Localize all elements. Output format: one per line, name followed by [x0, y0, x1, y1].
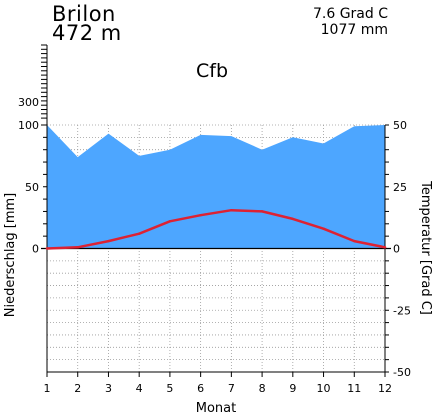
temperature-point — [322, 227, 325, 230]
x-tick-label: 9 — [289, 382, 296, 395]
temperature-point — [353, 239, 356, 243]
x-tick-label: 6 — [197, 382, 204, 395]
axes — [41, 44, 391, 377]
temperature-series — [45, 208, 387, 250]
left-tick-label: 50 — [25, 181, 39, 194]
station-name: Brilon — [52, 2, 116, 26]
mean-temperature: 7.6 Grad C — [312, 6, 388, 22]
right-axis-label: Temperatur [Grad C] — [418, 180, 433, 315]
x-tick-label: 7 — [228, 382, 235, 395]
left-tick-label: 0 — [32, 243, 39, 256]
x-tick-label: 5 — [166, 382, 173, 395]
left-tick-label: 100 — [18, 119, 39, 132]
temperature-point — [138, 232, 141, 235]
right-tick-label: 25 — [393, 181, 407, 194]
temperature-point — [383, 246, 387, 249]
x-axis-label: Monat — [196, 401, 236, 416]
precipitation-fill — [47, 125, 385, 249]
right-tick-label: 0 — [393, 243, 400, 256]
temperature-point — [230, 209, 233, 212]
x-tick-label: 3 — [105, 382, 112, 395]
temperature-point — [199, 214, 202, 217]
precipitation-area — [47, 125, 385, 249]
station-elevation: 472 m — [52, 21, 122, 45]
x-tick-label: 1 — [44, 382, 51, 395]
x-tick-label: 11 — [347, 382, 361, 395]
temperature-point — [45, 247, 49, 250]
climate-classification: Cfb — [196, 60, 229, 82]
temperature-line — [45, 208, 387, 250]
right-tick-label: -50 — [393, 366, 411, 379]
temperature-point — [291, 217, 294, 221]
x-tick-label: 8 — [259, 382, 266, 395]
right-tick-label: -25 — [393, 304, 411, 317]
x-tick-label: 4 — [136, 382, 143, 395]
left-axis-label: Niederschlag [mm] — [3, 193, 18, 318]
left-tick-label: 300 — [18, 96, 39, 109]
temperature-point — [107, 239, 110, 243]
temperature-point — [260, 210, 264, 213]
temperature-point — [168, 220, 172, 223]
right-tick-label: 50 — [393, 119, 407, 132]
annual-precipitation: 1077 mm — [320, 22, 388, 38]
x-tick-label: 2 — [74, 382, 81, 395]
x-tick-label: 12 — [378, 382, 392, 395]
x-tick-label: 10 — [317, 382, 331, 395]
temperature-point — [76, 246, 79, 249]
